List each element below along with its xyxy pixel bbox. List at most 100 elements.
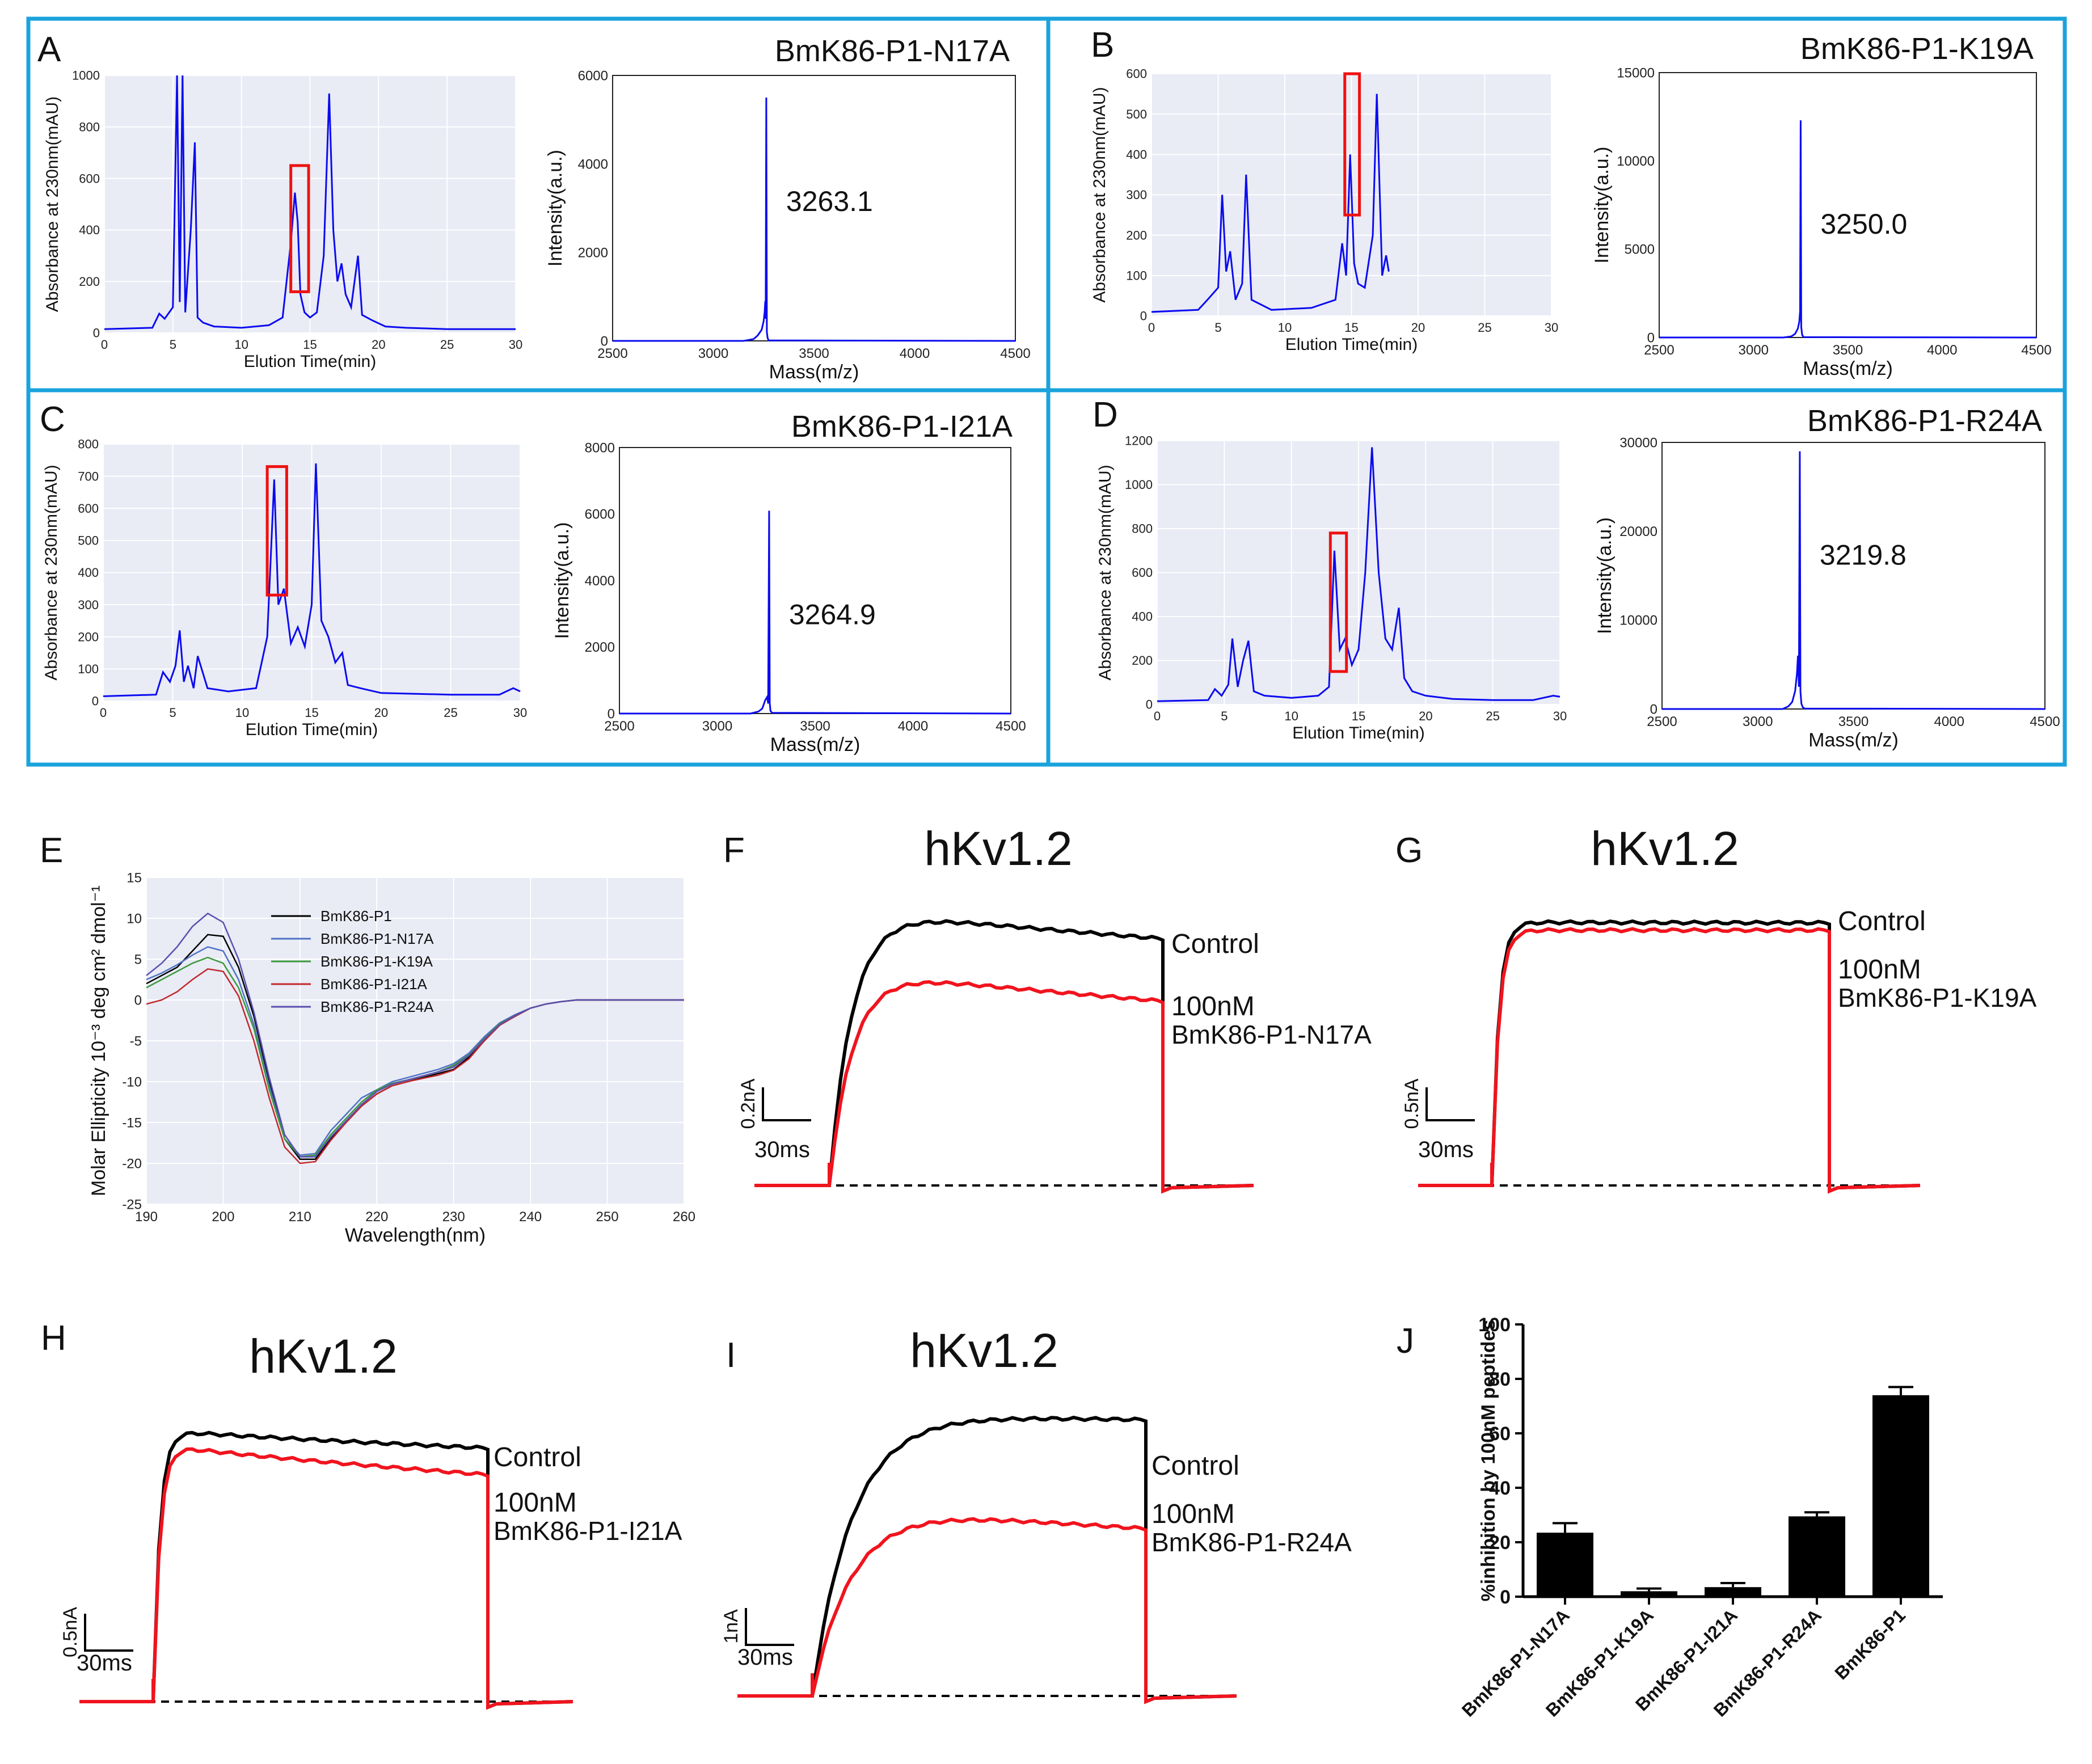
drug-name-label: BmK86-P1-I21A	[494, 1516, 682, 1546]
panel-a: A 0 5 10 15 20 25 30 0 200 400 600 800 1000 Elution Ti…	[37, 30, 1031, 383]
mass-spectrum-trace	[613, 97, 1016, 342]
x-tick-label: 5	[1214, 320, 1221, 335]
x-tick-label: 0	[101, 337, 108, 352]
y-tick-label: 800	[78, 437, 99, 451]
x-tick-label: 4500	[2030, 714, 2060, 729]
x-tick-label: 15	[303, 337, 317, 352]
control-label: Control	[1171, 929, 1259, 959]
x-tick-label: 2500	[604, 719, 634, 734]
cd-series-line	[146, 912, 684, 1158]
mass-spectrum-trace	[1659, 120, 2037, 339]
y-tick-label: 500	[1126, 107, 1147, 121]
chromatogram-trace	[104, 75, 516, 330]
x-tick-label: 10	[1284, 709, 1298, 723]
chromatogram-trace	[103, 463, 521, 697]
y-axis-label: %inhibition by 100nM peptides	[1478, 1320, 1499, 1602]
panel-letter: A	[37, 30, 61, 69]
x-axis-label: Mass(m/z)	[1803, 358, 1893, 379]
x-tick-label: 2500	[1644, 343, 1674, 358]
y-tick-label: 300	[78, 598, 99, 612]
y-tick-label: 400	[1126, 147, 1147, 162]
x-tick-label: 3500	[800, 719, 830, 734]
panel-letter: J	[1397, 1322, 1414, 1361]
drug-name-label: BmK86-P1-R24A	[1152, 1527, 1352, 1557]
x-tick-label: 5	[169, 706, 176, 720]
y-tick-label: 30000	[1619, 435, 1657, 450]
y-tick-label: 1000	[1125, 478, 1153, 492]
x-tick-label: 15	[305, 706, 318, 720]
collected-peak-box	[289, 164, 310, 293]
y-tick-label: 10	[126, 911, 142, 926]
bar	[1705, 1587, 1761, 1597]
x-tick-label: 3500	[1833, 343, 1863, 358]
channel-title: hKv1.2	[249, 1330, 398, 1383]
y-tick-label: 0	[92, 694, 99, 708]
x-tick-label: 2500	[1647, 714, 1677, 729]
control-label: Control	[1838, 906, 1926, 936]
x-tick-label: 190	[135, 1209, 158, 1225]
y-tick-label: 6000	[585, 507, 615, 522]
y-tick-label: 400	[78, 566, 99, 580]
y-tick-label: 40	[1489, 1478, 1511, 1499]
y-tick-label: 15	[126, 870, 142, 885]
y-tick-label: 100	[1126, 269, 1147, 283]
mass-spectrum-trace	[619, 510, 1011, 715]
y-axis-label: Absorbance at 230nm(mAU)	[42, 465, 61, 680]
y-axis-label: Intensity(a.u.)	[551, 522, 573, 639]
control-current-trace	[79, 1430, 573, 1710]
y-tick-label: 500	[78, 534, 99, 548]
x-tick-label: 20	[1411, 320, 1425, 335]
y-tick-label: 5	[134, 952, 142, 967]
panel-c: C0 5 10 15 20 25 300100200300400500600700800El…	[40, 400, 1026, 756]
y-tick-label: 0	[1650, 702, 1657, 717]
panel-letter: E	[40, 831, 63, 870]
y-axis-label: Molar Ellipticity 10⁻³ deg cm² dmol⁻¹	[88, 885, 109, 1196]
x-tick-label: 25	[444, 706, 457, 720]
x-tick-label: 20	[1419, 709, 1432, 723]
scale-time-label: 30ms	[77, 1651, 132, 1676]
panel-letter: B	[1091, 26, 1114, 65]
y-tick-label: 1000	[72, 69, 100, 83]
y-tick-label: 2000	[578, 245, 608, 260]
channel-title: hKv1.2	[924, 822, 1073, 875]
scale-bar	[84, 1614, 133, 1652]
frame-panel-d	[1046, 388, 2067, 767]
y-tick-label: 80	[1489, 1369, 1511, 1390]
peak-mass-label: 3250.0	[1820, 208, 1907, 240]
y-tick-label: 0	[93, 326, 100, 340]
x-tick-label: 4000	[900, 346, 930, 361]
y-tick-label: 10000	[1619, 613, 1657, 628]
drug-current-trace	[79, 1447, 573, 1710]
x-tick-label: 260	[673, 1209, 695, 1225]
y-axis-label: Intensity(a.u.)	[545, 150, 566, 267]
x-tick-label: 4500	[2021, 343, 2051, 358]
control-label: Control	[1152, 1451, 1239, 1481]
drug-concentration-label: 100nM	[1171, 991, 1255, 1022]
peak-mass-label: 3263.1	[786, 185, 873, 217]
x-tick-label: 25	[1486, 709, 1499, 723]
x-tick-label: 3500	[799, 346, 829, 361]
y-tick-label: -15	[122, 1115, 142, 1130]
y-tick-label: 8000	[585, 440, 615, 455]
y-tick-label: 0	[134, 993, 142, 1008]
panel-letter: C	[40, 400, 65, 439]
bar	[1537, 1533, 1593, 1597]
control-current-trace	[1418, 919, 1921, 1194]
x-tick-label: 15	[1344, 320, 1358, 335]
y-tick-label: 1200	[1125, 434, 1153, 448]
x-tick-label: 25	[1478, 320, 1491, 335]
control-current-trace	[737, 1415, 1237, 1704]
y-tick-label: 600	[1132, 566, 1153, 580]
y-tick-label: 600	[78, 501, 99, 516]
legend-label: BmK86-P1-I21A	[320, 976, 428, 993]
y-axis-label: Intensity(a.u.)	[1591, 147, 1613, 264]
scale-time-label: 30ms	[737, 1645, 793, 1670]
x-tick-label: 4000	[1927, 343, 1957, 358]
y-tick-label: -25	[122, 1197, 142, 1212]
y-tick-label: 0	[1500, 1586, 1511, 1608]
y-tick-label: -20	[122, 1156, 142, 1171]
